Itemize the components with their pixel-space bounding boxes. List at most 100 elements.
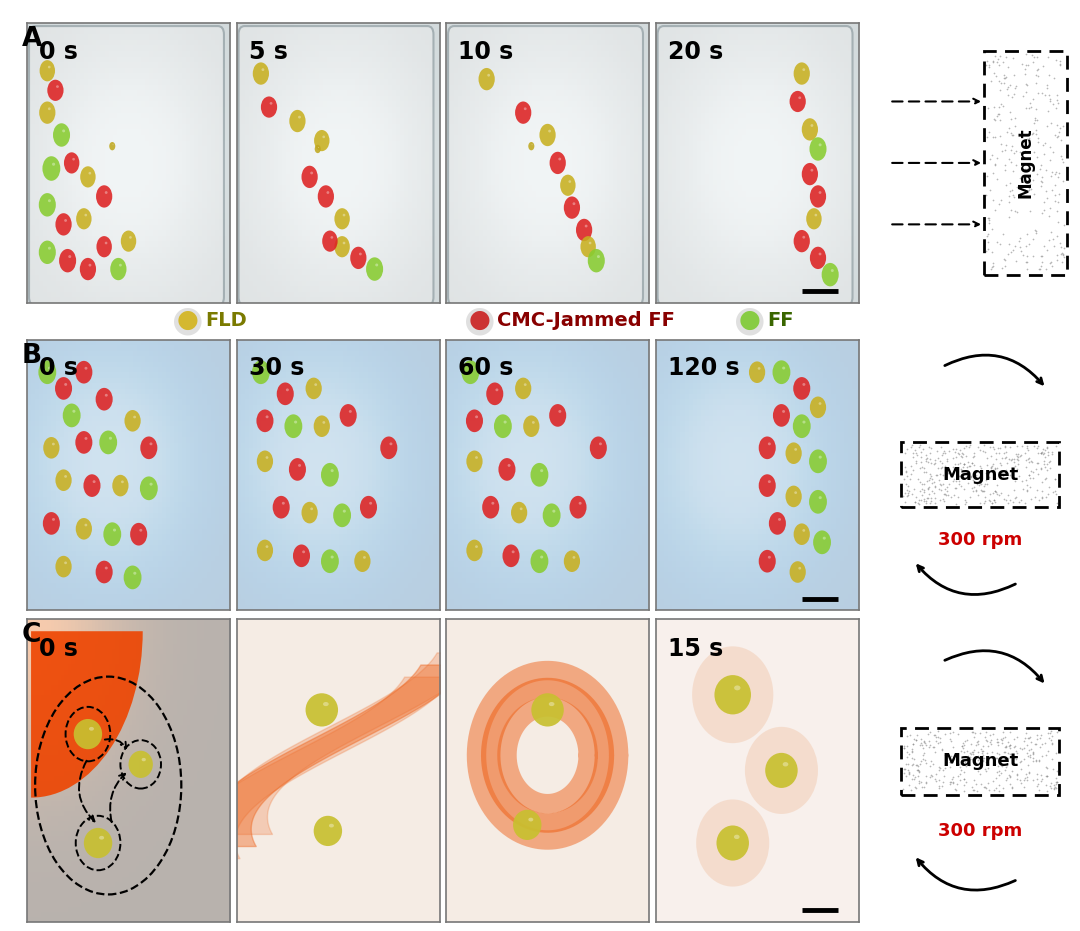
- Point: [1039, 486, 1056, 501]
- Point: [986, 113, 1003, 128]
- Point: [948, 777, 966, 792]
- Ellipse shape: [715, 675, 751, 714]
- Point: [997, 71, 1014, 86]
- Point: [936, 726, 954, 741]
- Point: [944, 769, 961, 784]
- Point: [981, 210, 998, 225]
- Point: [980, 776, 997, 790]
- Point: [961, 438, 978, 452]
- Point: [1049, 775, 1066, 789]
- Point: [1047, 188, 1064, 203]
- Point: [955, 447, 972, 462]
- Point: [931, 760, 948, 775]
- Point: [997, 730, 1014, 745]
- Point: [896, 762, 914, 776]
- Point: [942, 749, 959, 764]
- Wedge shape: [31, 631, 143, 798]
- Point: [916, 735, 933, 750]
- Point: [902, 466, 919, 481]
- Ellipse shape: [42, 156, 60, 181]
- Point: [960, 439, 977, 454]
- Point: [986, 483, 1003, 498]
- Point: [1030, 467, 1048, 482]
- Point: [913, 737, 930, 752]
- Point: [998, 751, 1015, 766]
- Point: [1024, 746, 1041, 761]
- Point: [1018, 442, 1036, 457]
- Point: [977, 763, 995, 778]
- Point: [958, 732, 975, 747]
- Point: [937, 465, 955, 479]
- Ellipse shape: [360, 496, 377, 519]
- Point: [903, 742, 920, 757]
- Point: [907, 781, 924, 796]
- Point: [956, 457, 973, 472]
- Ellipse shape: [68, 255, 71, 258]
- Point: [985, 111, 1002, 126]
- Point: [1026, 144, 1043, 159]
- Ellipse shape: [550, 404, 566, 426]
- Ellipse shape: [48, 80, 64, 101]
- Point: [931, 735, 948, 749]
- Ellipse shape: [298, 115, 301, 118]
- Point: [977, 472, 995, 487]
- Point: [984, 745, 1001, 760]
- Point: [905, 768, 922, 783]
- Point: [910, 496, 928, 511]
- Point: [1014, 481, 1031, 496]
- Point: [1045, 778, 1063, 793]
- Point: [977, 466, 995, 480]
- Point: [988, 735, 1005, 749]
- Point: [1055, 240, 1072, 255]
- Point: [988, 487, 1005, 502]
- Point: [932, 439, 949, 454]
- Point: [1032, 86, 1050, 101]
- Ellipse shape: [83, 474, 100, 497]
- Point: [1043, 165, 1061, 180]
- Point: [1055, 250, 1072, 264]
- Ellipse shape: [84, 437, 87, 439]
- Point: [934, 741, 951, 756]
- Ellipse shape: [768, 556, 771, 559]
- Point: [921, 445, 939, 460]
- Point: [1036, 454, 1053, 469]
- Point: [998, 178, 1015, 193]
- Ellipse shape: [84, 214, 87, 216]
- FancyBboxPatch shape: [239, 26, 433, 305]
- Point: [895, 762, 913, 776]
- Ellipse shape: [105, 567, 108, 570]
- Point: [1001, 737, 1018, 752]
- Point: [912, 461, 929, 476]
- Point: [1017, 47, 1035, 61]
- Point: [922, 494, 940, 509]
- Point: [980, 210, 997, 225]
- Ellipse shape: [272, 496, 289, 519]
- Point: [1028, 766, 1045, 781]
- Text: Magnet: Magnet: [942, 752, 1018, 770]
- Point: [1021, 748, 1038, 762]
- Point: [922, 440, 940, 455]
- Point: [997, 756, 1014, 771]
- Point: [1024, 753, 1041, 768]
- Point: [927, 479, 944, 493]
- Text: Magnet: Magnet: [1016, 128, 1035, 198]
- Point: [1017, 766, 1035, 781]
- Point: [1027, 223, 1044, 238]
- Ellipse shape: [773, 404, 789, 426]
- Point: [950, 447, 968, 462]
- Point: [907, 443, 924, 458]
- Point: [1003, 763, 1021, 778]
- Point: [975, 438, 993, 452]
- Point: [1013, 741, 1030, 756]
- Point: [1014, 88, 1031, 103]
- Point: [960, 468, 977, 483]
- Point: [913, 449, 930, 464]
- Point: [1045, 780, 1063, 795]
- Ellipse shape: [293, 545, 310, 567]
- Point: [1031, 161, 1049, 176]
- Ellipse shape: [512, 550, 515, 553]
- Point: [983, 495, 1000, 510]
- Point: [1036, 457, 1053, 472]
- Point: [983, 733, 1000, 748]
- Text: C: C: [22, 622, 41, 648]
